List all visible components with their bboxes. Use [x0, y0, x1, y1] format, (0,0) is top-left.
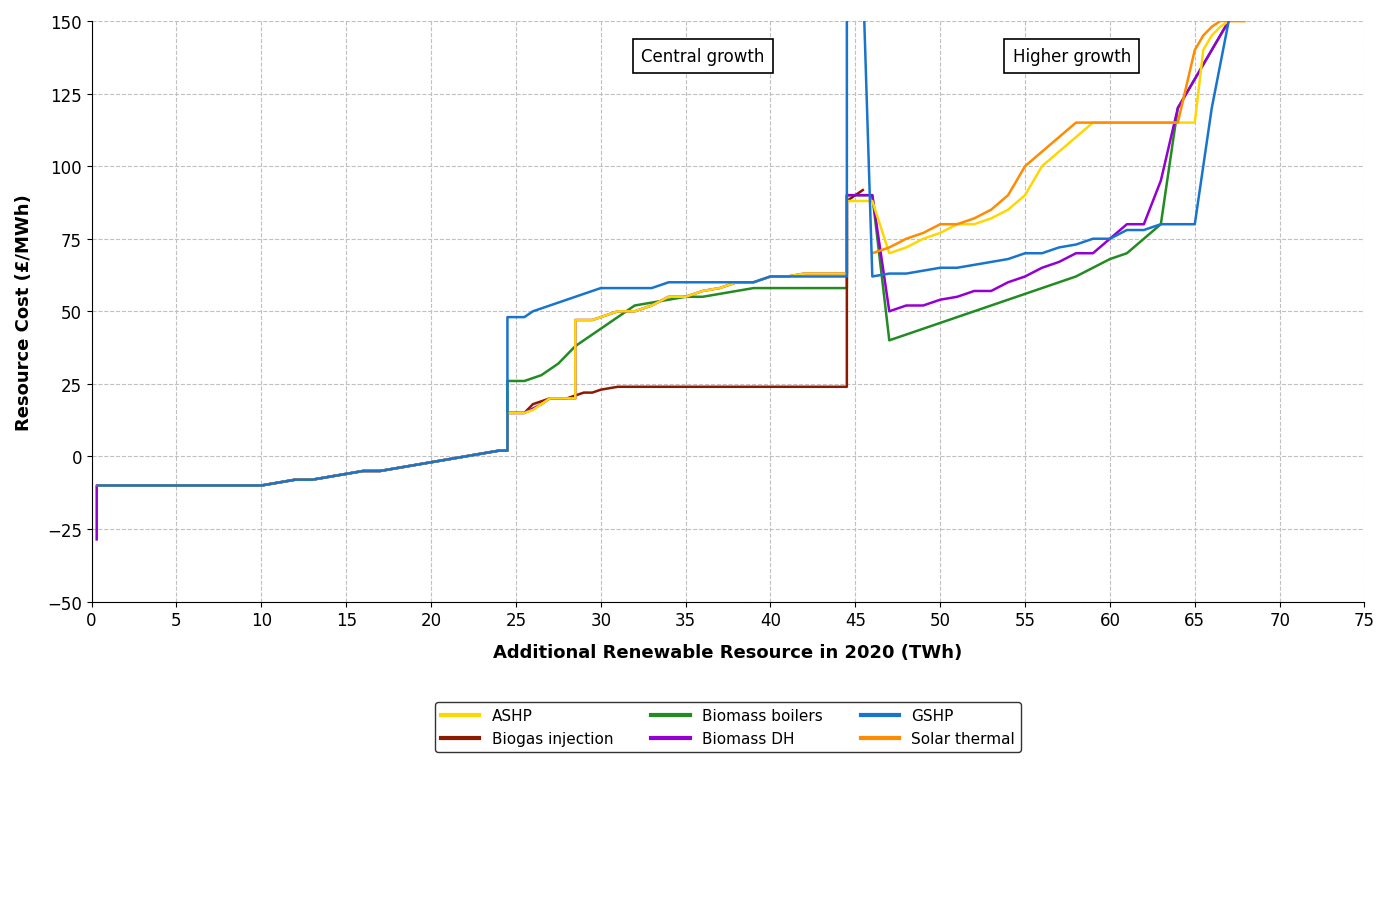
Legend: ASHP, Biogas injection, Biomass boilers, Biomass DH, GSHP, Solar thermal: ASHP, Biogas injection, Biomass boilers,… — [435, 703, 1022, 752]
X-axis label: Additional Renewable Resource in 2020 (TWh): Additional Renewable Resource in 2020 (T… — [493, 644, 963, 662]
Text: Central growth: Central growth — [641, 48, 765, 66]
Text: Higher growth: Higher growth — [1012, 48, 1131, 66]
Y-axis label: Resource Cost (£/MWh): Resource Cost (£/MWh) — [15, 194, 33, 430]
